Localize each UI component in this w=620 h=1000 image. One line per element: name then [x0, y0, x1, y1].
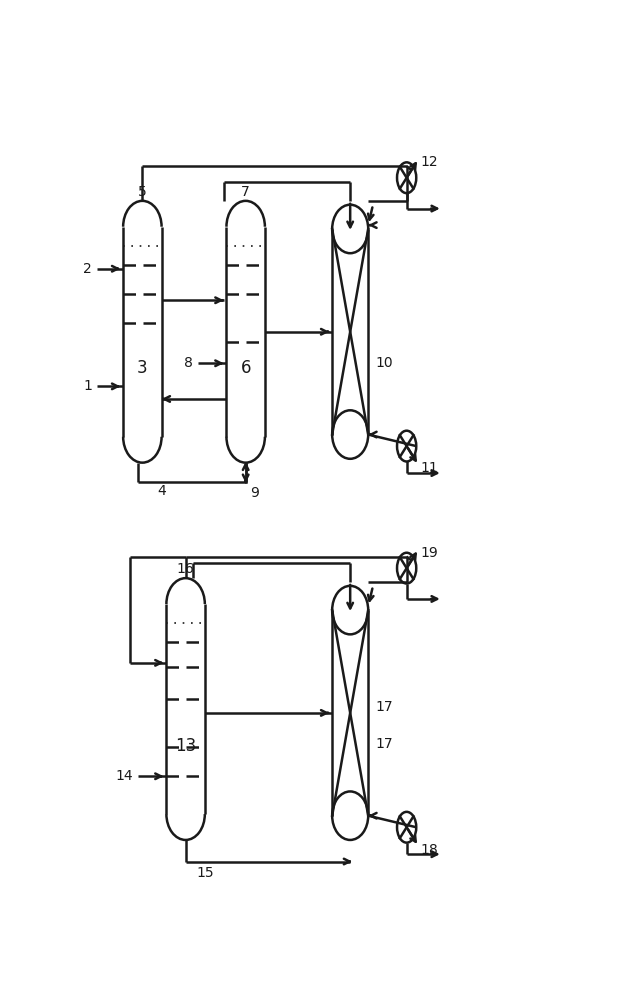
Text: 14: 14: [115, 769, 133, 783]
Text: 16: 16: [177, 562, 195, 576]
Text: 2: 2: [83, 262, 92, 276]
Text: 17: 17: [376, 737, 393, 751]
Text: 7: 7: [241, 185, 250, 199]
Text: 18: 18: [420, 843, 438, 857]
Text: 4: 4: [157, 484, 166, 498]
Text: 15: 15: [196, 866, 214, 880]
Text: 19: 19: [420, 546, 438, 560]
Text: 11: 11: [420, 461, 438, 475]
Text: 5: 5: [138, 185, 147, 199]
Text: 3: 3: [137, 359, 148, 377]
Text: 6: 6: [241, 359, 251, 377]
Text: 12: 12: [420, 155, 438, 169]
Text: 1: 1: [83, 379, 92, 393]
Text: 10: 10: [376, 356, 393, 370]
Text: 8: 8: [184, 356, 193, 370]
Text: 17: 17: [376, 700, 393, 714]
Text: 13: 13: [175, 737, 197, 755]
Text: 9: 9: [250, 486, 259, 500]
